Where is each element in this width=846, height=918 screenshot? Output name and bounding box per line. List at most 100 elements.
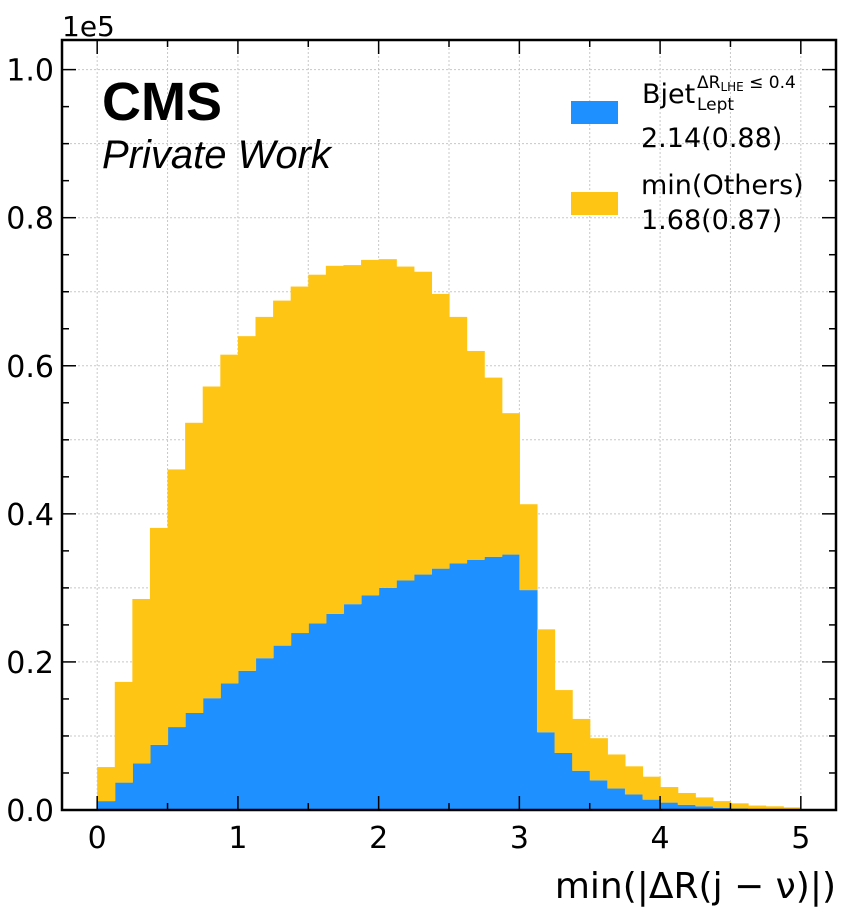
- bar-bjet-20: [449, 563, 468, 810]
- bar-others-11: [290, 286, 309, 634]
- y-tick-label: 1.0: [6, 54, 54, 89]
- x-tick-label: 5: [791, 821, 810, 856]
- bar-others-13: [325, 265, 345, 614]
- bar-others-2: [132, 598, 151, 764]
- legend-bjet-main: Bjet: [642, 79, 695, 110]
- bar-others-9: [255, 316, 274, 659]
- legend: Bjet ΔRLHE ≤ 0.4 Lept 2.14(0.88) min(Oth…: [571, 73, 804, 236]
- bar-others-38: [765, 806, 784, 810]
- x-tick-label: 1: [228, 821, 247, 856]
- bar-others-17: [396, 266, 415, 581]
- legend-bjet-sup: ΔRLHE ≤ 0.4: [697, 73, 796, 94]
- bar-others-10: [273, 300, 292, 646]
- y-tick-label: 0.0: [6, 794, 54, 829]
- bar-bjet-25: [536, 732, 556, 810]
- bar-bjet-12: [308, 623, 327, 810]
- bar-bjet-31: [642, 799, 661, 810]
- bar-others-6: [202, 386, 221, 699]
- bar-others-27: [572, 718, 591, 771]
- bar-others-19: [431, 293, 450, 569]
- bar-bjet-15: [361, 595, 380, 810]
- bar-bjet-24: [519, 590, 538, 810]
- bar-bjet-4: [167, 727, 186, 810]
- bar-others-35: [712, 801, 732, 808]
- bar-bjet-19: [431, 568, 450, 810]
- x-tick-label: 3: [510, 821, 529, 856]
- bar-bjet-17: [396, 580, 415, 810]
- bar-others-26: [554, 690, 573, 753]
- bar-others-37: [748, 805, 767, 810]
- legend-label-others: min(Others): [641, 170, 804, 201]
- y-tick-label: 0.6: [6, 350, 54, 385]
- x-tick-label: 2: [369, 821, 388, 856]
- bar-bjet-22: [484, 556, 503, 810]
- bar-others-0: [97, 767, 116, 802]
- histogram-bars: [97, 259, 802, 810]
- bar-bjet-18: [413, 574, 433, 810]
- y-tick-label: 0.8: [6, 202, 54, 237]
- bar-others-31: [642, 776, 661, 800]
- bar-others-1: [114, 681, 133, 783]
- bar-others-18: [413, 271, 433, 575]
- y-tick-label: 0.4: [6, 498, 54, 533]
- bar-bjet-7: [220, 683, 239, 810]
- axes: [60, 38, 838, 812]
- legend-bjet-stats: 2.14(0.88): [641, 123, 782, 154]
- bar-bjet-34: [695, 806, 714, 810]
- legend-swatch-bjet: [571, 101, 618, 124]
- bar-bjet-32: [660, 802, 679, 810]
- bar-others-5: [185, 422, 204, 714]
- bar-others-33: [677, 792, 696, 805]
- bar-bjet-16: [378, 587, 397, 810]
- bar-bjet-0: [97, 801, 116, 810]
- bar-others-28: [589, 738, 608, 781]
- private-work-label: Private Work: [102, 133, 333, 177]
- bar-bjet-21: [466, 559, 485, 810]
- bar-others-34: [695, 797, 714, 807]
- bar-others-16: [378, 259, 397, 588]
- y-tick-label: 0.2: [6, 646, 54, 681]
- bar-others-25: [536, 629, 556, 733]
- bar-others-3: [149, 527, 169, 745]
- legend-others-stats: 1.68(0.87): [641, 205, 782, 236]
- bar-bjet-30: [624, 794, 644, 810]
- bar-bjet-8: [237, 670, 257, 810]
- bar-others-12: [308, 274, 327, 624]
- bar-others-7: [220, 354, 239, 684]
- legend-label-bjet: Bjet: [642, 79, 695, 110]
- bar-others-29: [607, 754, 626, 789]
- bar-bjet-28: [589, 780, 608, 810]
- x-tick-label: 0: [88, 821, 107, 856]
- bar-bjet-29: [607, 788, 626, 810]
- bar-others-8: [237, 336, 257, 671]
- y-offset-label: 1e5: [62, 10, 115, 43]
- bar-others-22: [484, 377, 503, 557]
- bar-bjet-13: [325, 613, 345, 810]
- bar-others-20: [449, 316, 468, 564]
- bar-others-30: [624, 766, 644, 795]
- tick-labels: 0 1 2 3 4 5 0.0 0.2 0.4 0.6 0.8 1.0: [6, 54, 810, 856]
- legend-swatch-others: [571, 192, 618, 215]
- bar-others-4: [167, 469, 186, 728]
- bar-bjet-27: [572, 770, 591, 810]
- bar-bjet-23: [501, 554, 520, 810]
- bar-bjet-3: [149, 744, 169, 810]
- bar-bjet-26: [554, 752, 573, 810]
- legend-bjet-sub: Lept: [697, 95, 734, 115]
- bar-others-32: [660, 787, 679, 803]
- bar-others-24: [519, 504, 538, 591]
- bar-others-15: [361, 259, 380, 596]
- cms-label: CMS: [102, 72, 222, 132]
- x-axis-label: min(|ΔR(j − ν)|): [555, 866, 836, 907]
- bar-others-23: [501, 413, 520, 555]
- bar-bjet-6: [202, 698, 221, 810]
- bar-others-39: [783, 807, 802, 810]
- bar-bjet-5: [185, 713, 204, 810]
- x-tick-label: 4: [651, 821, 670, 856]
- bar-others-14: [343, 265, 362, 605]
- bar-bjet-9: [255, 658, 274, 810]
- bar-bjet-2: [132, 763, 151, 810]
- bar-bjet-14: [343, 604, 362, 810]
- bar-bjet-33: [677, 804, 696, 810]
